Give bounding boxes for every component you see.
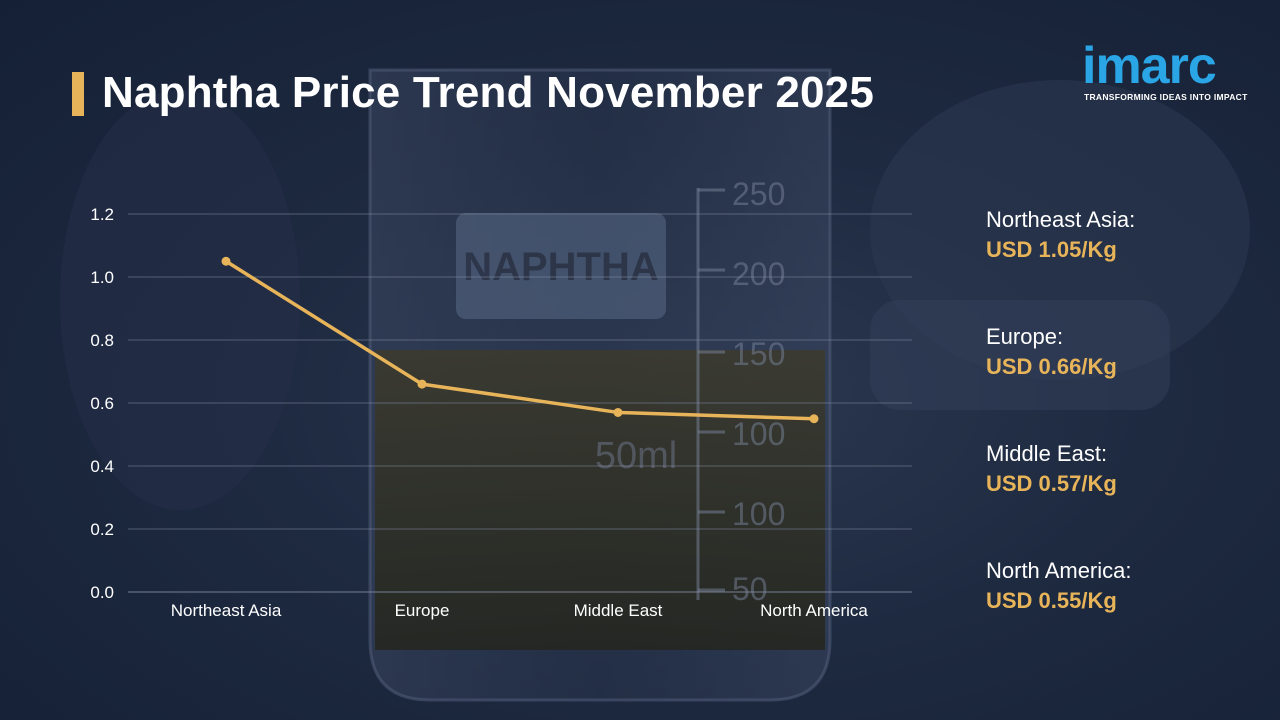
background-scale-100b: 100 xyxy=(732,496,785,532)
legend-price: USD 1.05/Kg xyxy=(986,237,1117,262)
background-scale-200: 200 xyxy=(732,256,785,292)
x-tick-label: North America xyxy=(760,601,868,620)
legend-item-middle-east: Middle East: USD 0.57/Kg xyxy=(986,439,1266,499)
y-tick-label: 0.6 xyxy=(90,394,114,413)
y-tick-label: 1.2 xyxy=(90,205,114,224)
imarc-logo: imarc TRANSFORMING IDEAS INTO IMPACT xyxy=(1082,36,1252,106)
legend-price: USD 0.66/Kg xyxy=(986,354,1117,379)
background-scale-50: 50 xyxy=(732,571,768,607)
legend-region: Europe: xyxy=(986,324,1064,349)
series-line xyxy=(224,259,816,421)
legend-item-north-america: North America: USD 0.55/Kg xyxy=(986,556,1266,616)
background-scale-150: 150 xyxy=(732,336,785,372)
legend-region: Northeast Asia: xyxy=(986,207,1136,232)
legend-region: North America: xyxy=(986,558,1132,583)
background-scale-100a: 100 xyxy=(732,416,785,452)
y-tick-label: 1.0 xyxy=(90,268,114,287)
legend-item-northeast-asia: Northeast Asia: USD 1.05/Kg xyxy=(986,205,1266,265)
title-accent-bar xyxy=(72,72,84,116)
data-point xyxy=(809,414,819,424)
legend-price: USD 0.57/Kg xyxy=(986,471,1117,496)
logo-wordmark: imarc xyxy=(1082,37,1217,95)
y-tick-label: 0.8 xyxy=(90,331,114,350)
logo-tagline: TRANSFORMING IDEAS INTO IMPACT xyxy=(1084,92,1248,102)
x-tick-label: Northeast Asia xyxy=(171,601,282,620)
y-tick-label: 0.4 xyxy=(90,457,114,476)
x-tick-label: Middle East xyxy=(574,601,663,620)
x-tick-label: Europe xyxy=(395,601,450,620)
legend-price: USD 0.55/Kg xyxy=(986,588,1117,613)
y-tick-label: 0.0 xyxy=(90,583,114,602)
page-title: Naphtha Price Trend November 2025 xyxy=(102,68,875,117)
data-point xyxy=(221,256,231,266)
background-scale-250: 250 xyxy=(732,176,785,212)
y-tick-label: 0.2 xyxy=(90,520,114,539)
data-point xyxy=(417,379,427,389)
data-point xyxy=(613,407,623,417)
legend-item-europe: Europe: USD 0.66/Kg xyxy=(986,322,1266,382)
legend-region: Middle East: xyxy=(986,441,1108,466)
background-beaker-label: NAPHTHA xyxy=(463,245,659,289)
background-volume-label: 50ml xyxy=(595,435,677,477)
